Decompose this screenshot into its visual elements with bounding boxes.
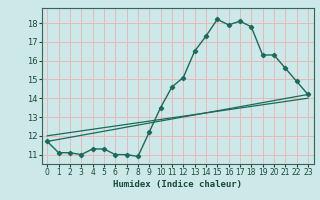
- X-axis label: Humidex (Indice chaleur): Humidex (Indice chaleur): [113, 180, 242, 189]
